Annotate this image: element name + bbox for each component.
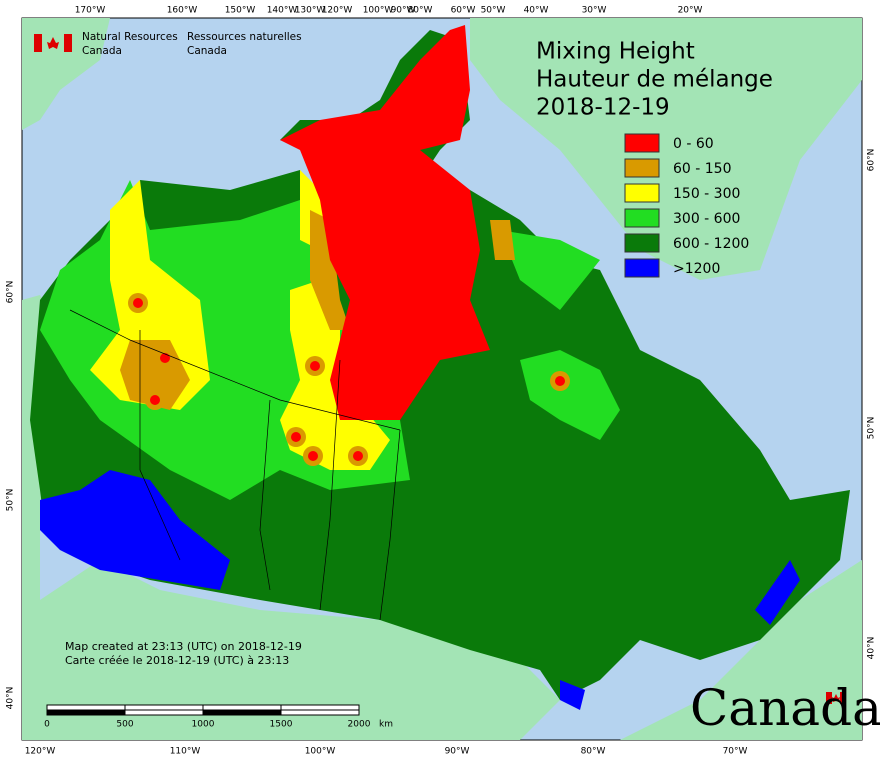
longitude-label: 110°W [170,747,201,757]
agency-name-en: Natural Resources [82,31,178,43]
longitude-label: 160°W [167,6,198,16]
latitude-label: 50°N [6,489,16,512]
scale-segment [46,709,126,716]
latitude-label: 40°N [867,637,877,660]
hotspot [555,376,565,386]
scale-label: 2000 [348,720,371,730]
hotspot [150,395,160,405]
legend-swatch [624,208,660,228]
credit: Map created at 23:13 (UTC) on 2018-12-19 [65,640,302,653]
legend-label: 150 - 300 [673,186,740,202]
map-title: Mixing Height [536,39,695,65]
latitude-label: 50°N [867,417,877,440]
mixing-height-zone [90,180,210,410]
longitude-label: 70°W [723,747,748,757]
agency-name-fr: Ressources naturelles [187,31,302,43]
scale-label: 1000 [192,720,215,730]
mixing-height-zone [310,210,350,330]
mixing-height-zone [500,230,600,310]
longitude-label: 170°W [75,6,106,16]
longitude-label: 20°W [678,6,703,16]
longitude-label: 90°W [391,6,416,16]
mixing-height-zone [490,220,515,260]
wordmark: Canada [690,679,880,737]
scale-segment [124,704,204,711]
scale-segment [124,709,204,716]
scale-segment [202,704,282,711]
legend-label: >1200 [673,261,720,277]
legend-label: 300 - 600 [673,211,740,227]
scale-segment [280,704,360,711]
longitude-label: 90°W [445,747,470,757]
mixing-height-zone [520,350,620,440]
latitude-label: 60°N [6,281,16,304]
latitude-label: 40°N [6,687,16,710]
legend-label: 60 - 150 [673,161,732,177]
boundaries [69,309,401,621]
longitude-label: 140°W [267,6,298,16]
hotspot [133,298,143,308]
credit: Carte créée le 2018-12-19 (UTC) à 23:13 [65,654,289,667]
mixing-height-zone [755,560,800,625]
longitude-label: 100°W [363,6,394,16]
longitude-label: 100°W [305,747,336,757]
scale-segment [280,709,360,716]
longitude-label: 40°W [524,6,549,16]
map-title: Hauteur de mélange [536,67,773,93]
scale-label: 500 [116,720,133,730]
legend-swatch [624,258,660,278]
agency-name-en: Canada [82,45,122,57]
foreign-land [22,18,862,740]
canada-land [30,25,850,710]
scale-unit: km [379,720,393,730]
hotspot [310,361,320,371]
legend-swatch [624,233,660,253]
longitude-label: 120°W [25,747,56,757]
legend-label: 600 - 1200 [673,236,749,252]
scale-bar: 0 500 1000 1500 2000 km [44,704,393,730]
legend-swatch [624,183,660,203]
scale-label: 0 [44,720,50,730]
legend-swatch [624,133,660,153]
longitude-label: 60°W [451,6,476,16]
hotspot [160,353,170,363]
mixing-height-zone [40,470,230,590]
agency-name-fr: Canada [187,45,227,57]
scale-segment [202,709,282,716]
wordmark-flag [826,692,846,704]
longitude-label: 150°W [225,6,256,16]
longitude-label: 80°W [581,747,606,757]
scale-segment [46,704,126,711]
longitude-label: 120°W [322,6,353,16]
longitude-label: 80°W [408,6,433,16]
longitude-label: 130°W [295,6,326,16]
legend-swatch [624,158,660,178]
mixing-height-zone [560,680,585,710]
hotspot [291,432,301,442]
map-date: 2018-12-19 [536,95,670,121]
scale-label: 1500 [270,720,293,730]
legend-label: 0 - 60 [673,136,714,152]
hotspot [353,451,363,461]
mixing-height-zone [350,190,420,260]
hotspot [308,451,318,461]
longitude-label: 50°W [481,6,506,16]
longitude-label: 30°W [582,6,607,16]
latitude-label: 60°N [867,149,877,172]
agency-logo [34,34,72,52]
